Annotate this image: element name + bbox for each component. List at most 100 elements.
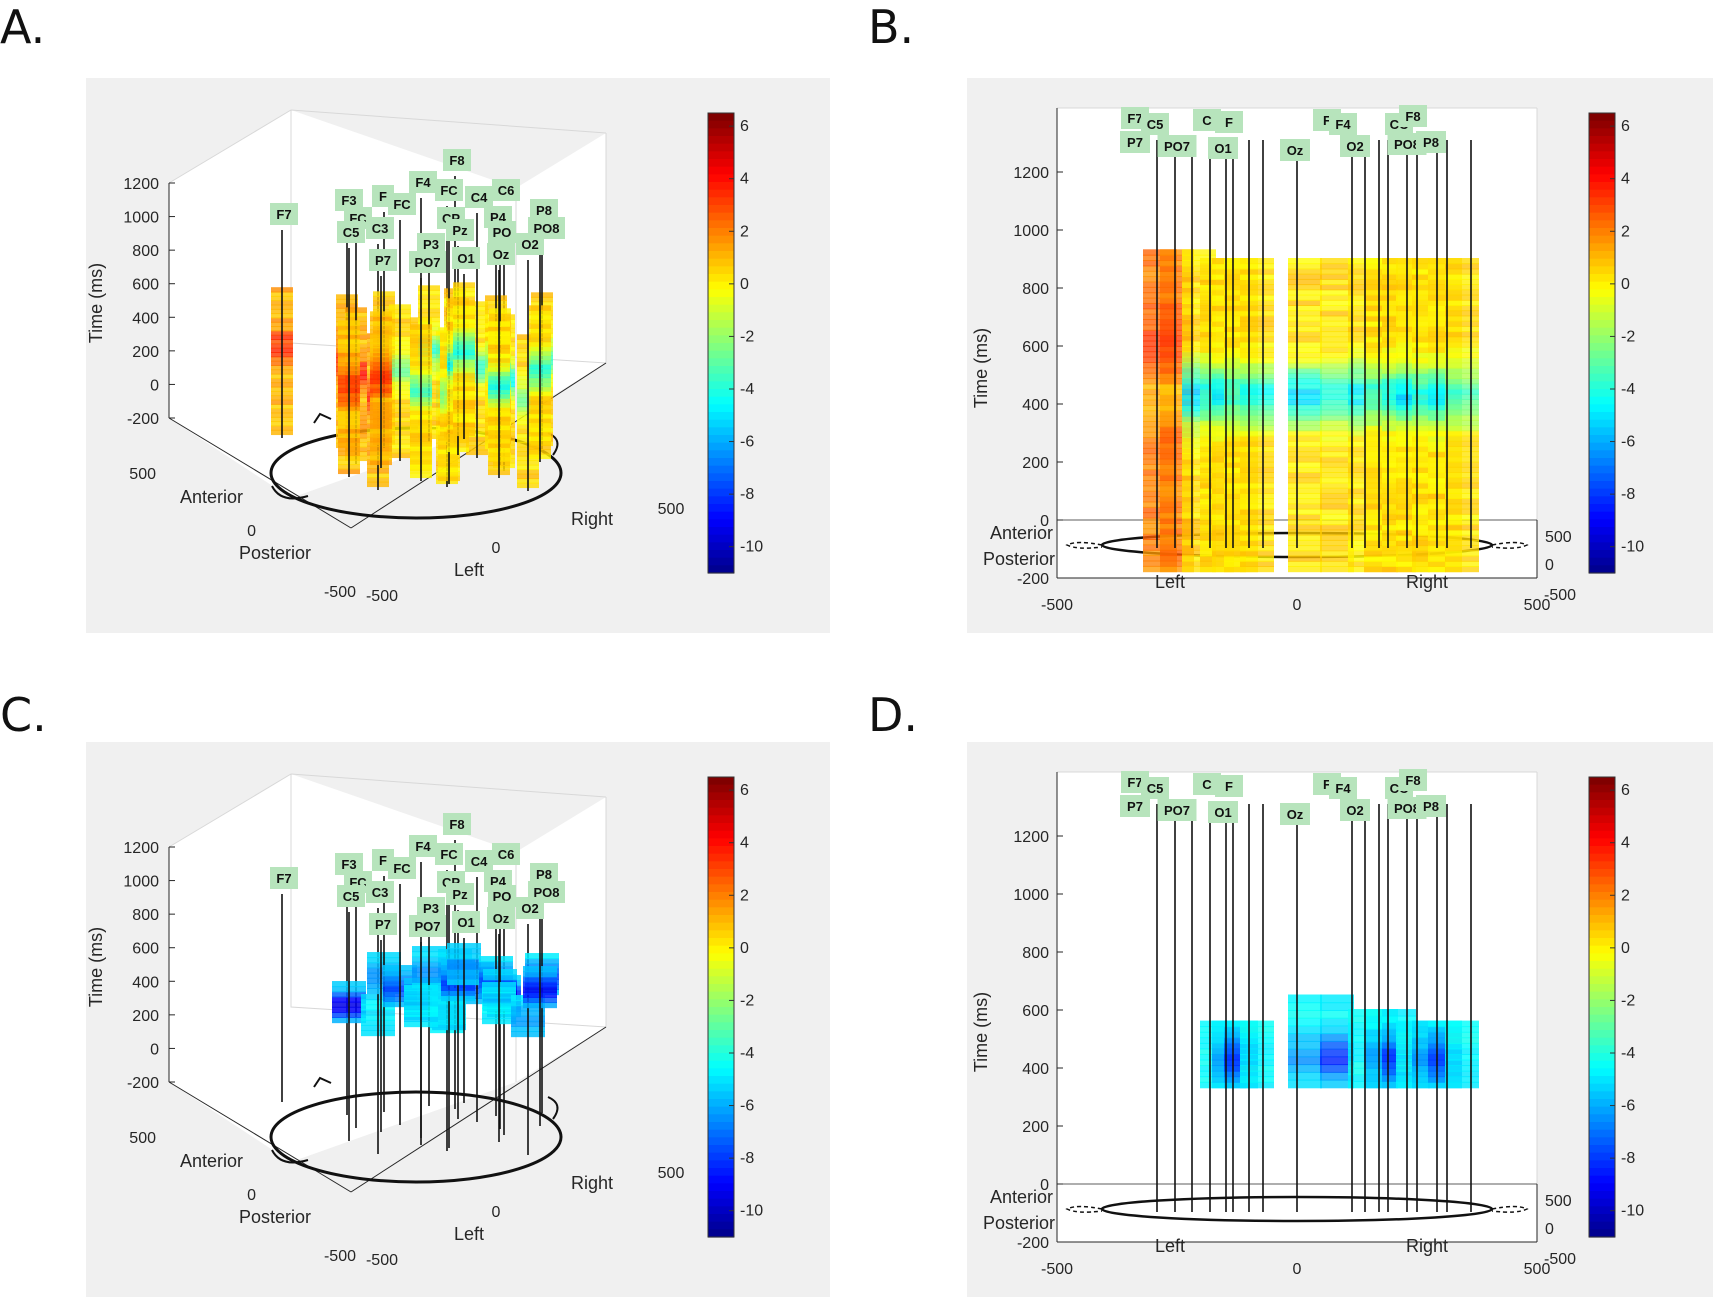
colorbar-tick-label: 2 [1621,887,1630,904]
amplitude-cell [1240,336,1274,343]
colorbar-segment [708,166,734,175]
amplitude-cell [1320,299,1354,306]
colorbar-segment [708,884,734,893]
electrode-label: PO8 [1394,801,1420,816]
colorbar-segment [1589,358,1615,367]
amplitude-cell [1182,442,1216,449]
significant-cell [1288,1056,1322,1066]
amplitude-cell [1160,372,1194,380]
colorbar-segment [708,228,734,237]
electrode-label: O2 [521,901,538,916]
electrode-label-box [1329,777,1357,799]
amplitude-cell [1445,372,1479,380]
amplitude-cell [1182,496,1216,503]
colorbar-tick-label: -2 [1621,992,1635,1009]
amplitude-cell [1364,550,1398,557]
amplitude-cell [1320,513,1354,520]
electrode-label: F4 [415,175,431,190]
amplitude-cell [1240,258,1274,265]
colorbar-segment [1589,999,1615,1008]
significant-cell [1288,1025,1322,1035]
significant-cell [1364,1028,1398,1037]
amplitude-cell [1160,549,1194,557]
amplitude-cell [1288,393,1322,400]
colorbar-segment [708,907,734,916]
colorbar-segment [708,984,734,993]
amplitude-cell [1182,474,1216,481]
electrode-label: F7 [276,207,291,222]
amplitude-cell [1364,268,1398,275]
y-tick-label: -500 [324,584,356,601]
colorbar-segment [708,550,734,559]
colorbar-tick-label: -4 [740,1045,754,1062]
amplitude-cell [1182,254,1216,262]
amplitude-cell [1288,492,1322,500]
electrode-label: PO [493,225,512,240]
amplitude-cell [1320,461,1354,468]
colorbar-segment [708,853,734,862]
colorbar-segment [1589,550,1615,559]
z-tick-label: 200 [132,344,159,361]
colorbar-segment [1589,151,1615,160]
y-tick-label: 0 [247,1187,256,1204]
colorbar-segment [708,557,734,566]
amplitude-cell [1182,319,1216,326]
amplitude-cell [1288,325,1322,333]
electrode-label: F7 [1127,111,1142,126]
panel-c-3d-plot: 1200 1000 800 600 400 200 0 -200 Time (ms) 500 0 -5… [86,742,830,1297]
amplitude-cell [1240,372,1274,380]
electrode-label-box [366,217,394,239]
electrode-label-box [388,857,416,879]
colorbar-segment [708,419,734,428]
electrode-label: F [1225,115,1233,130]
amplitude-cell [1182,394,1216,401]
colorbar-segment [1589,945,1615,954]
amplitude-cell [1320,357,1354,364]
amplitude-cell [1288,310,1322,317]
colorbar-segment [1589,174,1615,183]
amplitude-cell [1445,466,1479,474]
electrode-label: C6 [498,847,515,862]
amplitude-cell [1364,263,1398,270]
amplitude-cell [1320,362,1354,369]
electrode-label-box [1193,109,1221,131]
amplitude-cell [1160,399,1194,406]
amplitude-cell [1320,503,1354,510]
amplitude-cell [1320,372,1354,380]
electrode-label: FC [393,861,411,876]
electrode-label-box [1340,135,1370,157]
amplitude-cell [1320,430,1354,437]
amplitude-cell [1288,435,1322,442]
colorbar-segment [708,473,734,482]
amplitude-cell [1160,496,1194,503]
x-tick-label: -500 [1041,597,1073,614]
electrode-label: PO8 [533,885,559,900]
amplitude-cell [1320,550,1354,557]
amplitude-cell [1160,265,1194,272]
panel-letter-c: C. [0,688,47,742]
colorbar-tick-label: 2 [740,887,749,904]
electrode-label-box [1193,773,1221,795]
electrode-label: FC [440,183,458,198]
amplitude-cell [1445,539,1479,547]
amplitude-cell [1445,320,1479,327]
amplitude-cell [1160,297,1194,304]
electrode-label: F7 [1127,775,1142,790]
amplitude-cell [1182,378,1216,385]
colorbar-segment [708,113,734,122]
amplitude-cell [1182,281,1216,288]
amplitude-cell [1182,512,1216,519]
amplitude-cell [1288,498,1322,505]
electrode-label: PO [493,889,512,904]
amplitude-cell [1160,512,1194,519]
colorbar-segment [708,869,734,878]
amplitude-cell [1364,565,1398,573]
colorbar-segment [1589,496,1615,505]
amplitude-cell [1182,458,1216,465]
amplitude-cell [1288,487,1322,494]
amplitude-cell [1240,388,1274,395]
electrode-label: Oz [493,911,510,926]
amplitude-cell [1288,513,1322,520]
significant-cell [1240,1031,1274,1039]
electrode-label-box [528,217,565,239]
